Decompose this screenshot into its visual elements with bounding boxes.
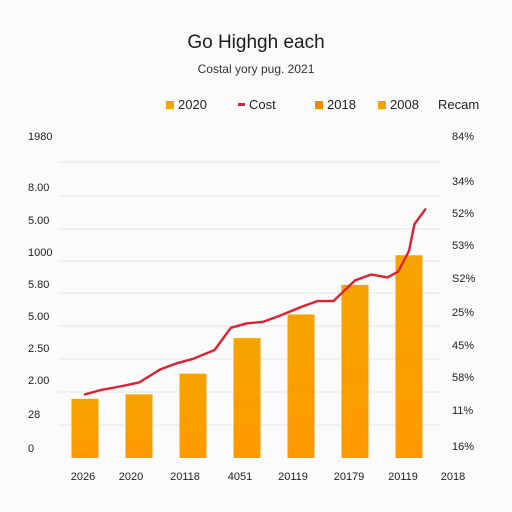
legend-label: Cost <box>249 97 276 112</box>
legend-item-2018: 2018 <box>315 97 356 112</box>
bar <box>179 373 207 458</box>
chart-title: Go Highgh each <box>187 32 325 53</box>
left-tick-label: 0 <box>28 443 34 455</box>
left-tick-label: 8.00 <box>28 182 49 194</box>
left-tick-label: 5.00 <box>28 215 49 227</box>
left-tick-label: 5.80 <box>28 279 49 291</box>
bar <box>125 394 153 458</box>
chart-subtitle: Costal yory pug. 2021 <box>197 62 315 76</box>
left-tick-label: 5.00 <box>28 311 49 323</box>
right-tick-label: 34% <box>452 176 474 188</box>
left-tick-label: 28 <box>28 409 40 421</box>
legend-label: Recam <box>438 97 480 112</box>
legend-item-cost: Cost <box>238 97 276 112</box>
right-tick-label: 45% <box>452 340 474 352</box>
x-tick-label: 20119 <box>388 471 418 483</box>
right-axis: 84% 34% 52% 53% S2% 25% 45% 58% 11% 16% <box>452 131 475 453</box>
right-tick-label: 53% <box>452 240 474 252</box>
right-tick-label: 25% <box>452 307 474 319</box>
x-tick-label: 2020 <box>119 471 143 483</box>
x-tick-label: 2018 <box>441 471 465 483</box>
left-tick-label: 1000 <box>28 247 52 259</box>
cost-line <box>83 208 427 396</box>
legend-item-recam: Recam <box>438 97 479 112</box>
right-tick-label: S2% <box>452 273 475 285</box>
right-tick-label: 11% <box>452 405 473 417</box>
legend-item-2008: 2008 <box>378 97 419 112</box>
legend-item-2020: 2020 <box>166 97 207 112</box>
left-axis: 1980 8.00 5.00 1000 5.80 5.00 2.50 2.00 28 0 <box>28 131 52 455</box>
bar <box>233 338 261 458</box>
legend-swatch <box>315 100 323 109</box>
cost-line-group <box>83 208 427 396</box>
bar <box>395 255 423 458</box>
x-tick-label: 20119 <box>278 471 308 483</box>
bar <box>287 314 315 458</box>
right-tick-label: 84% <box>452 131 474 143</box>
x-tick-label: 2026 <box>71 471 95 483</box>
bar <box>341 284 369 458</box>
legend-label: 2020 <box>178 97 207 112</box>
right-tick-label: 58% <box>452 372 474 384</box>
x-tick-label: 20118 <box>170 471 200 483</box>
legend-swatch <box>166 100 174 109</box>
legend-line-swatch <box>238 103 245 106</box>
left-tick-label: 2.50 <box>28 343 49 355</box>
bar <box>71 398 99 458</box>
left-tick-label: 1980 <box>28 131 52 143</box>
legend-label: 2018 <box>327 97 356 112</box>
x-tick-label: 20179 <box>334 471 365 483</box>
right-tick-label: 16% <box>452 441 474 453</box>
bars <box>71 255 423 458</box>
right-tick-label: 52% <box>452 208 474 220</box>
legend-label: 2008 <box>390 97 419 112</box>
legend: 2020 Cost 2018 2008 Recam <box>0 97 512 115</box>
left-tick-label: 2.00 <box>28 375 49 387</box>
x-tick-label: 4051 <box>228 471 252 483</box>
x-axis: 2026 2020 20118 4051 20119 20179 20119 2018 <box>71 471 465 483</box>
legend-swatch <box>378 100 386 109</box>
